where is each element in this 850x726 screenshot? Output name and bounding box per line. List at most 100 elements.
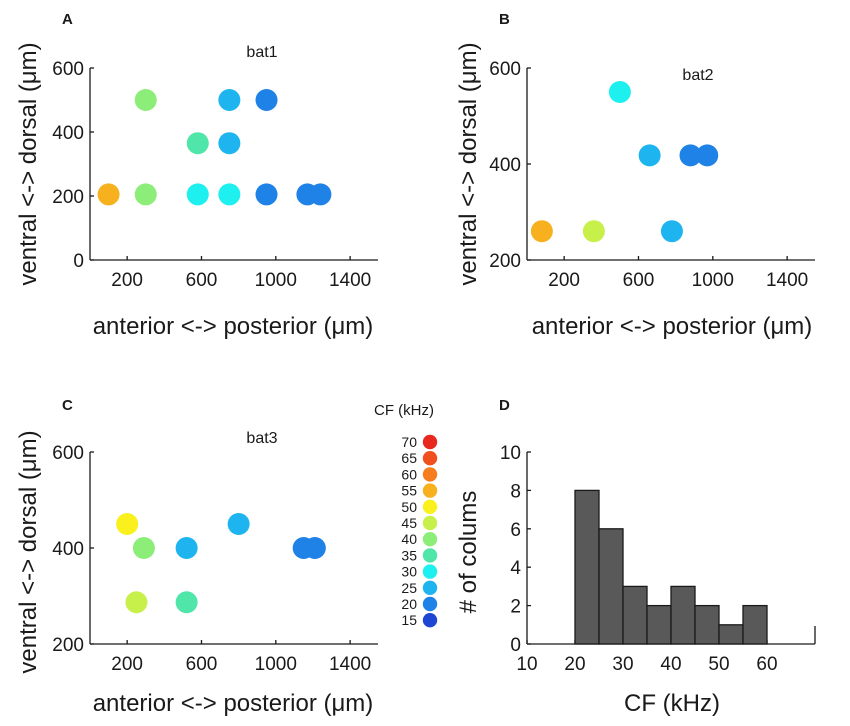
panel-letter: D [499, 397, 510, 414]
histogram-bar [718, 624, 744, 645]
legend-label: 35 [401, 547, 417, 563]
data-point [175, 537, 198, 559]
data-point [638, 144, 661, 167]
y-tick-label: 400 [52, 539, 84, 560]
y-tick-label: 400 [489, 155, 521, 176]
data-point [175, 591, 198, 614]
x-tick-label: 60 [756, 654, 777, 675]
histogram-bar [646, 604, 672, 645]
y-tick-label: 6 [510, 520, 521, 541]
panel-d: D 0 2 4 6 8 10 10 20 30 40 50 60 CF (kHz) # of colums [455, 397, 816, 717]
x-axis-label: CF (kHz) [624, 690, 720, 717]
x-tick-label: 1000 [692, 270, 734, 291]
y-tick-label: 10 [500, 443, 521, 464]
x-tick-label: 50 [708, 654, 729, 675]
x-tick-label: 1400 [329, 654, 371, 675]
legend-label: 65 [401, 450, 417, 466]
data-point [116, 513, 139, 535]
data-point [679, 144, 702, 167]
histogram-bar [574, 489, 600, 645]
legend-label: 55 [401, 483, 417, 499]
panel-title: bat1 [246, 44, 277, 61]
legend-swatch [422, 596, 438, 612]
y-tick-label: 400 [52, 123, 84, 144]
data-point [186, 183, 209, 206]
x-tick-label: 40 [660, 654, 681, 675]
data-point [660, 220, 683, 243]
data-point [227, 513, 250, 535]
y-tick-label: 0 [73, 251, 84, 272]
x-axis-label: anterior <-> posterior (μm) [532, 313, 813, 340]
legend-swatch [422, 564, 438, 579]
legend-swatch [422, 548, 438, 563]
y-tick-label: 600 [52, 59, 84, 80]
legend-label: 15 [401, 612, 417, 628]
x-tick-label: 1400 [329, 270, 371, 291]
data-point [255, 183, 278, 206]
y-tick-label: 600 [52, 443, 84, 464]
y-tick-label: 8 [510, 481, 521, 502]
panel-title: bat3 [246, 430, 277, 447]
data-point [608, 81, 631, 103]
legend-label: 45 [401, 515, 417, 531]
legend-swatch [422, 499, 438, 514]
x-tick-label: 600 [186, 654, 218, 675]
y-tick-label: 4 [510, 558, 521, 579]
histogram-bar [622, 585, 648, 645]
data-point [218, 132, 241, 155]
data-point [97, 183, 120, 206]
x-tick-label: 20 [564, 654, 585, 675]
histogram-bar [694, 604, 720, 645]
legend-swatch [422, 515, 438, 531]
x-tick-label: 1400 [766, 270, 808, 291]
histogram-bar [742, 604, 768, 645]
x-tick-label: 200 [111, 654, 143, 675]
x-tick-label: 1000 [255, 654, 297, 675]
panel-letter: A [62, 11, 73, 28]
x-tick-label: 200 [548, 270, 580, 291]
data-point [218, 89, 241, 111]
y-tick-label: 600 [489, 59, 521, 80]
x-tick-label: 30 [612, 654, 633, 675]
y-tick-label: 200 [489, 251, 521, 272]
panel-title: bat2 [682, 67, 713, 84]
histogram-bar [670, 585, 696, 645]
data-point [696, 144, 719, 167]
data-point [530, 220, 553, 243]
y-axis-label: ventral <-> dorsal (μm) [455, 42, 482, 285]
y-tick-label: 200 [52, 635, 84, 656]
legend-label: 60 [401, 466, 417, 482]
legend-label: 20 [401, 596, 417, 612]
data-point [255, 89, 278, 111]
legend-title: CF (kHz) [374, 402, 434, 419]
data-point [303, 537, 326, 559]
y-axis-label: ventral <-> dorsal (μm) [15, 42, 42, 285]
x-tick-label: 1000 [255, 270, 297, 291]
legend-label: 70 [401, 434, 417, 450]
legend-swatch [422, 451, 438, 466]
data-point [125, 591, 148, 614]
y-tick-label: 2 [510, 597, 521, 618]
histogram-bar [598, 528, 624, 645]
data-point [582, 220, 605, 243]
legend-label: 40 [401, 531, 417, 547]
legend-swatch [422, 580, 438, 595]
legend-label: 50 [401, 499, 417, 515]
data-point [132, 537, 155, 559]
x-tick-label: 10 [516, 654, 537, 675]
y-axis-label: # of colums [455, 491, 482, 614]
x-axis-label: anterior <-> posterior (μm) [93, 690, 374, 717]
x-tick-label: 200 [111, 270, 143, 291]
panel-letter: B [499, 11, 510, 28]
legend-swatch [422, 613, 438, 628]
panel-letter: C [62, 397, 73, 414]
legend-label: 30 [401, 564, 417, 580]
data-point [186, 132, 209, 155]
y-tick-label: 0 [510, 635, 521, 656]
data-point [218, 183, 241, 206]
legend-swatch [422, 483, 438, 498]
x-tick-label: 600 [623, 270, 655, 291]
